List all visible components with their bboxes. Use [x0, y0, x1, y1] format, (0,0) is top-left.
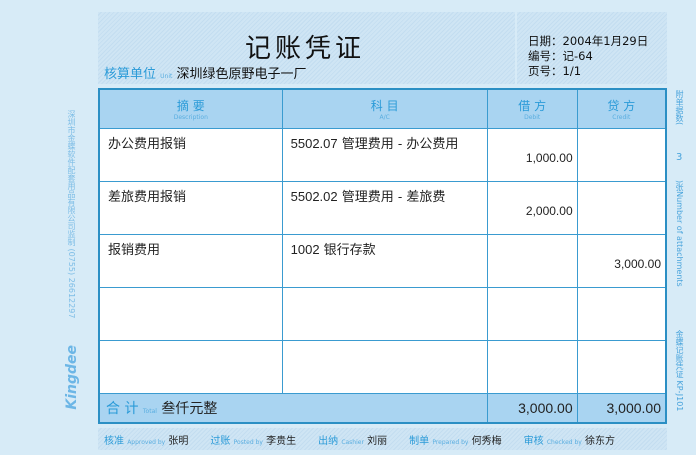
meta-panel [517, 12, 667, 84]
voucher-date: 日期：2004年1月29日 [528, 34, 649, 48]
row-debit [486, 286, 578, 341]
row-account: 5502.02 管理费用 - 差旅费 [281, 180, 488, 235]
row-description: 差旅费用报销 [98, 180, 283, 235]
kingdee-logo: Kingdee [64, 345, 80, 410]
table-row: 办公费用报销 5502.07 管理费用 - 办公费用 1,000.00 [98, 127, 667, 182]
row-debit [486, 233, 578, 288]
attachments-label: 附单据数( [675, 90, 684, 126]
row-credit [576, 286, 667, 341]
table-row: 差旅费用报销 5502.02 管理费用 - 差旅费 2,000.00 [98, 180, 667, 235]
voucher-meta: 日期：2004年1月29日 编号：记-64 页号：1/1 [528, 34, 648, 79]
accounting-unit: 核算单位 Unit 深圳绿色原野电子一厂 [104, 63, 307, 82]
row-debit: 1,000.00 [486, 127, 578, 182]
row-debit: 2,000.00 [486, 180, 578, 235]
attachments-label-en: )张Number of attachments [675, 180, 684, 287]
header-panel [98, 12, 515, 84]
signature-2: 出纳 Cashier 刘丽 [318, 435, 388, 447]
total-row: 合 计 Total 叁仟元整 3,000.00 3,000.00 [98, 392, 667, 424]
row-description: 报销费用 [98, 233, 283, 288]
row-description [98, 286, 283, 341]
signatures: 核准 Approved by 张明 过账 Posted by 李贵生 出纳 Cash… [98, 428, 667, 450]
row-credit [576, 180, 667, 235]
unit-label: 核算单位 [104, 67, 157, 82]
col-description: 摘 要 Description [98, 88, 283, 129]
voucher-page: 页号：1/1 [528, 64, 582, 78]
row-account: 5502.07 管理费用 - 办公费用 [281, 127, 488, 182]
total-debit: 3,000.00 [486, 392, 578, 424]
table-row: 报销费用 1002 银行存款 3,000.00 [98, 233, 667, 288]
row-credit [576, 339, 667, 394]
signature-3: 制单 Prepared by 何秀梅 [409, 435, 502, 447]
row-debit [486, 339, 578, 394]
total-credit: 3,000.00 [576, 392, 667, 424]
table-row [98, 339, 667, 394]
col-account: 科 目 A/C [281, 88, 488, 129]
col-debit: 借 方 Debit [486, 88, 578, 129]
voucher-number: 编号：记-64 [528, 49, 593, 63]
printer-info: 深圳市金蝶软件配套用品有限公司监制 (0755) 26612297 [67, 110, 76, 319]
row-credit: 3,000.00 [576, 233, 667, 288]
col-credit: 贷 方 Credit [576, 88, 667, 129]
voucher-table: 摘 要 Description 科 目 A/C 借 方 Debit 贷 方 Credit… [98, 88, 667, 424]
row-description [98, 339, 283, 394]
total-label: 合 计 Total 叁仟元整 [98, 392, 488, 424]
signature-0: 核准 Approved by 张明 [104, 435, 189, 447]
page-title: 记账凭证 [244, 34, 365, 64]
row-credit [576, 127, 667, 182]
table-header: 摘 要 Description 科 目 A/C 借 方 Debit 贷 方 Credit [98, 88, 667, 129]
form-code: 金蝶记账凭证 KP-J101 [675, 330, 684, 412]
unit-label-en: Unit [160, 73, 173, 80]
total-words: 叁仟元整 [161, 400, 218, 417]
unit-value: 深圳绿色原野电子一厂 [176, 67, 307, 82]
signature-4: 审核 Checked by 徐东方 [523, 435, 616, 447]
attachments-count: 3 [676, 152, 683, 163]
row-account [281, 339, 488, 394]
row-description: 办公费用报销 [98, 127, 283, 182]
row-account: 1002 银行存款 [281, 233, 488, 288]
row-account [281, 286, 488, 341]
table-row [98, 286, 667, 341]
signature-1: 过账 Posted by 李贵生 [210, 435, 297, 447]
